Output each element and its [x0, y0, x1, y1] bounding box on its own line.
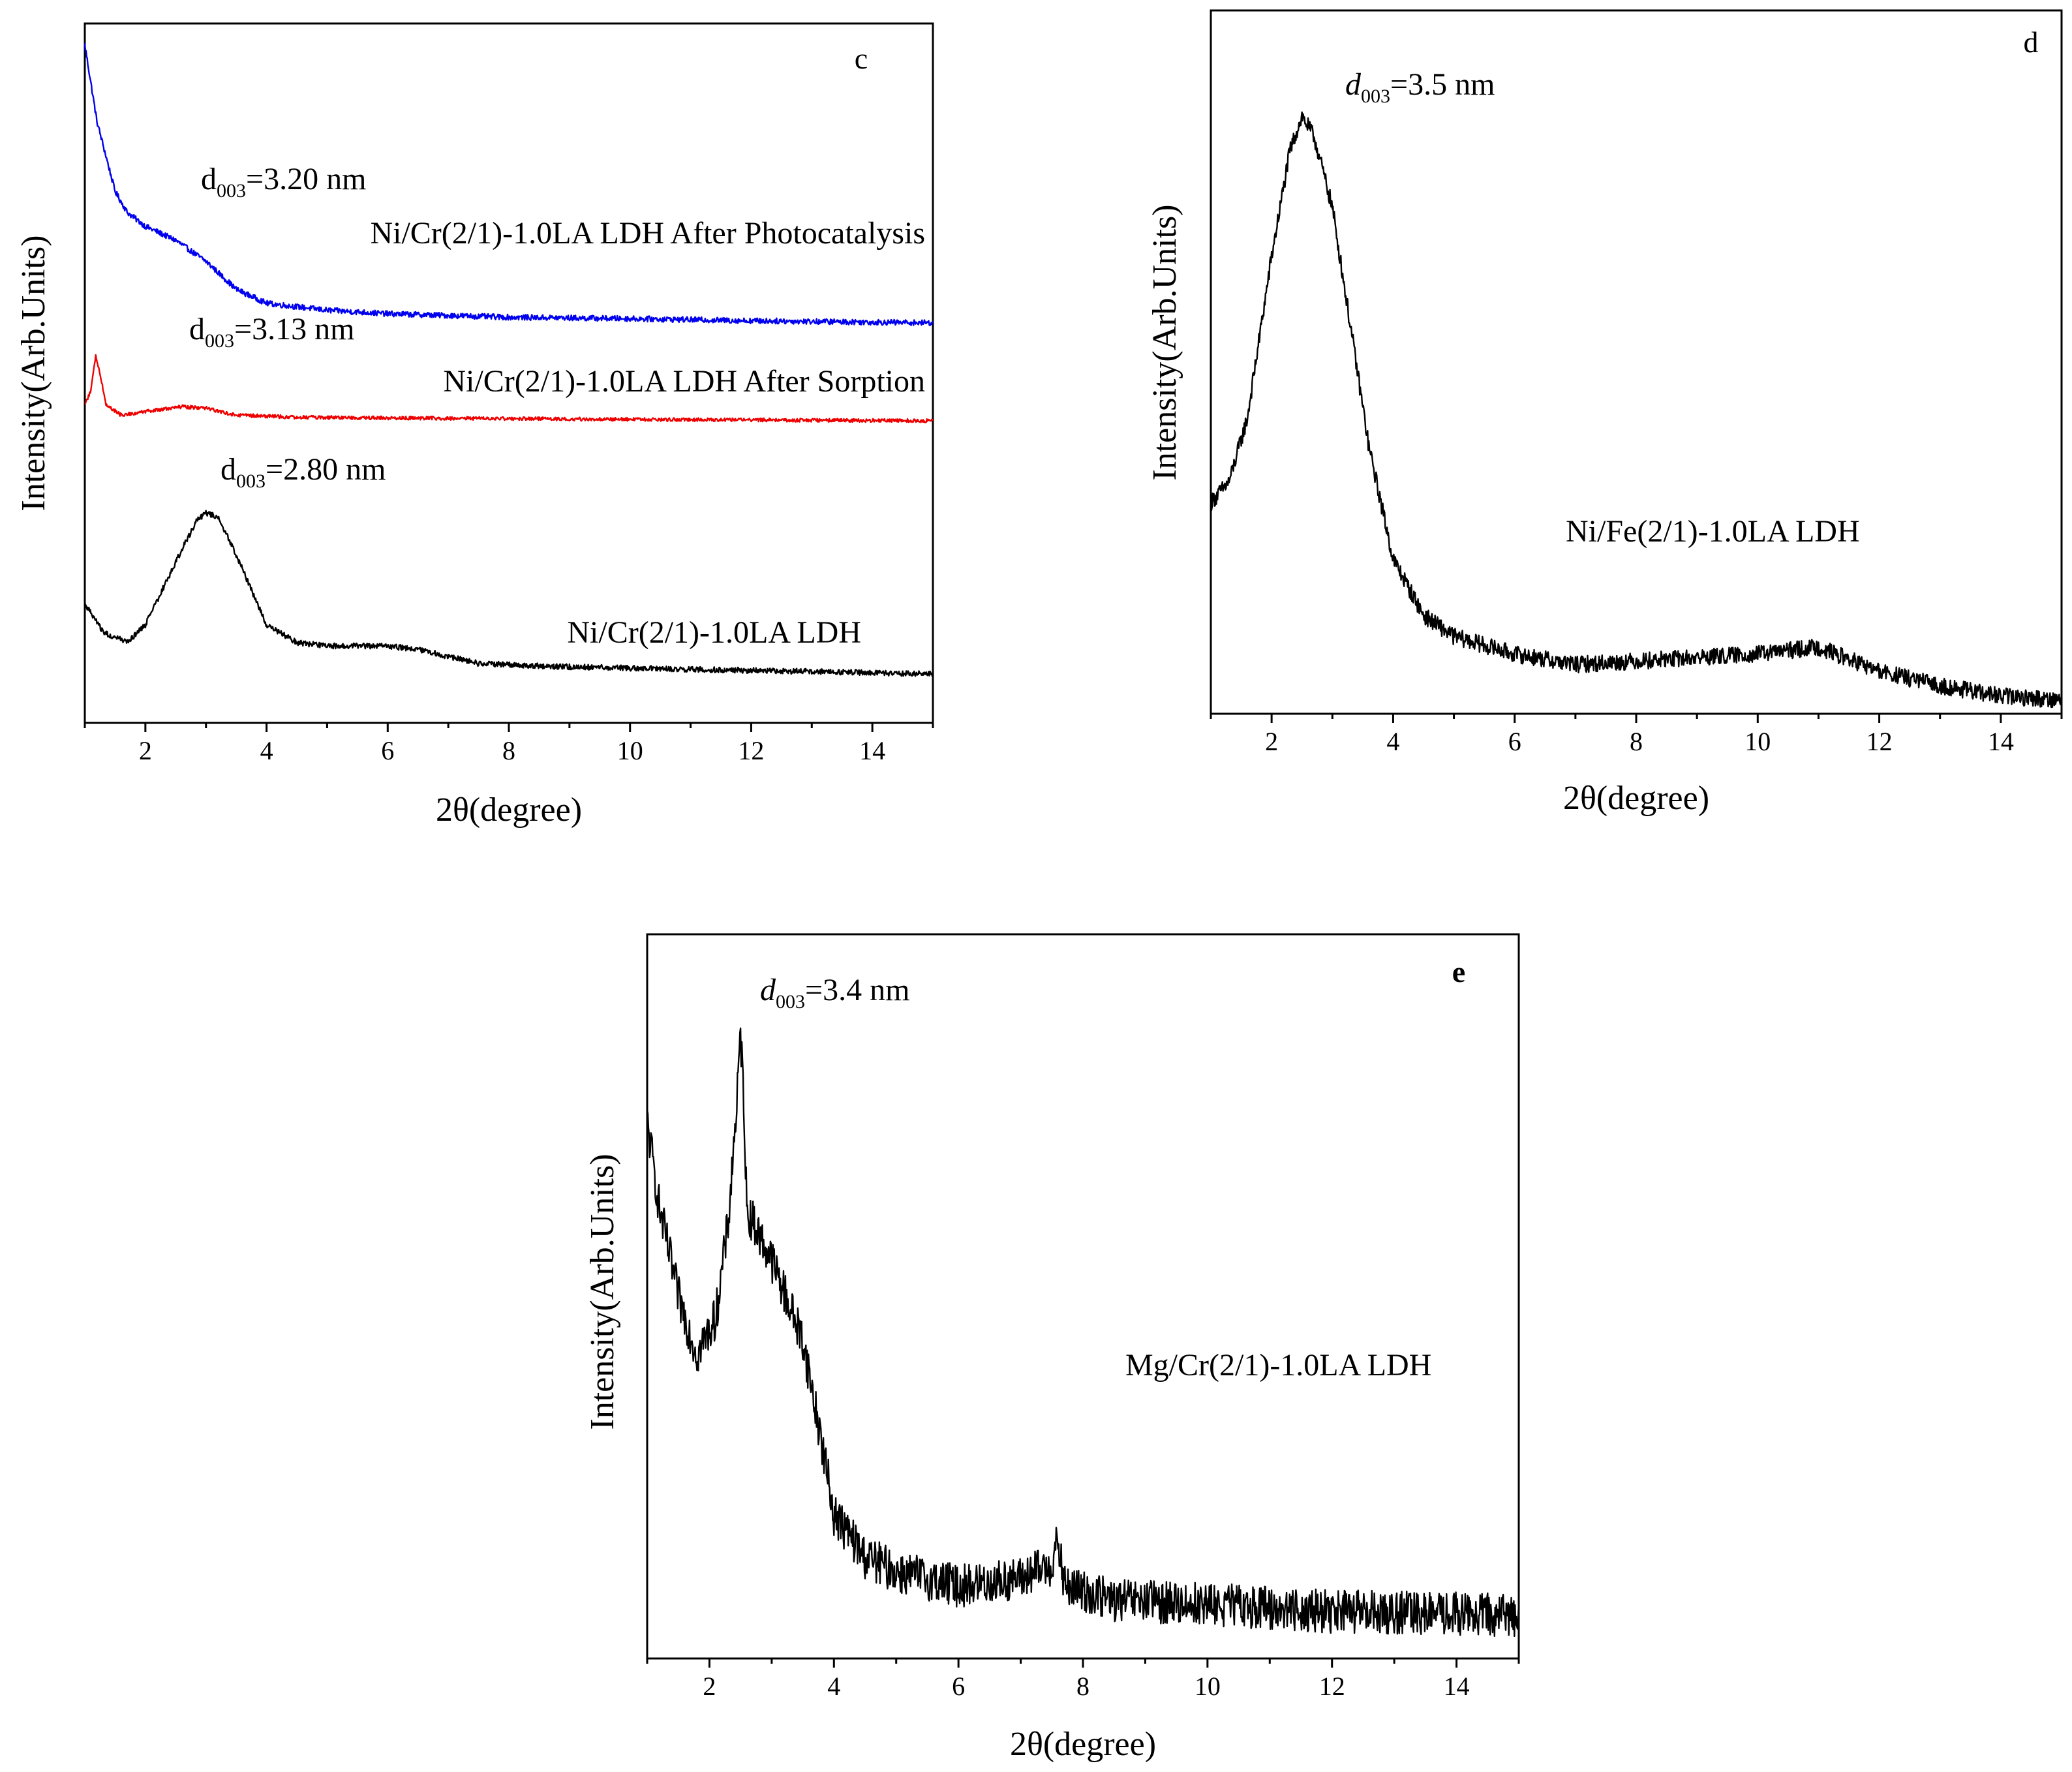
y-axis-title: Intensity(Arb.Units) — [584, 1153, 621, 1429]
d-spacing-label-sorption: d003=3.13 nm — [189, 312, 354, 352]
series-label-sorption: Ni/Cr(2/1)-1.0LA LDH After Sorption — [443, 364, 925, 399]
series-label: Ni/Fe(2/1)-1.0LA LDH — [1566, 514, 1860, 549]
series-label: Mg/Cr(2/1)-1.0LA LDH — [1125, 1348, 1431, 1382]
chart-panel-c: 2 4 6 8 10 12 14 c 2θ(degree) Intensity(Arb.Un… — [15, 22, 934, 829]
x-tick-label: 10 — [1744, 727, 1771, 756]
panel-letter: e — [1452, 955, 1465, 988]
chart-panel-e: 2 4 6 8 10 12 14 e 2θ(degree) Intensity(Arb.Un… — [584, 933, 1520, 1763]
series-line — [84, 354, 934, 423]
d-spacing-label: d003=3.5 nm — [1345, 67, 1495, 107]
d-spacing-label-pristine: d003=2.80 nm — [221, 452, 386, 492]
x-axis-title: 2θ(degree) — [1563, 780, 1709, 817]
x-axis-ticks: 2 4 6 8 10 12 14 — [646, 1658, 1520, 1701]
series-line — [84, 43, 934, 326]
series-line — [84, 510, 934, 677]
x-tick-label: 14 — [1988, 727, 2014, 756]
x-tick-label: 10 — [1195, 1672, 1221, 1701]
chart-panel-d: 2 4 6 8 10 12 14 d 2θ(degree) Intensity(Arb.Un… — [1146, 9, 2063, 817]
series-label-photocatalysis: Ni/Cr(2/1)-1.0LA LDH After Photocatalysi… — [370, 216, 925, 251]
panel-letter: c — [855, 42, 868, 75]
d-spacing-label: d003=3.4 nm — [760, 973, 909, 1013]
x-tick-label: 6 — [952, 1672, 965, 1701]
y-axis-title: Intensity(Arb.Units) — [15, 235, 52, 511]
x-tick-label: 2 — [703, 1672, 716, 1701]
data-curves — [84, 43, 934, 677]
series-label-pristine: Ni/Cr(2/1)-1.0LA LDH — [567, 615, 861, 650]
data-curves — [1210, 111, 2063, 709]
x-tick-label: 8 — [1076, 1672, 1089, 1701]
series-line — [646, 1027, 1520, 1638]
d-spacing-label-photocatalysis: d003=3.20 nm — [201, 162, 366, 202]
x-tick-label: 6 — [1508, 727, 1521, 756]
x-tick-label: 4 — [827, 1672, 840, 1701]
x-tick-label: 4 — [1386, 727, 1399, 756]
x-tick-label: 6 — [381, 736, 394, 765]
x-tick-label: 14 — [1444, 1672, 1470, 1701]
x-tick-label: 2 — [1265, 727, 1278, 756]
x-axis-ticks: 2 4 6 8 10 12 14 — [1210, 714, 2063, 756]
x-tick-label: 8 — [1630, 727, 1643, 756]
x-tick-label: 14 — [859, 736, 885, 765]
panel-letter: d — [2024, 25, 2039, 59]
series-line — [1210, 111, 2063, 709]
x-tick-label: 12 — [1319, 1672, 1345, 1701]
x-tick-label: 4 — [260, 736, 273, 765]
plot-frame — [646, 933, 1520, 1660]
x-tick-label: 12 — [738, 736, 764, 765]
y-axis-title: Intensity(Arb.Units) — [1146, 204, 1183, 480]
plot-frame — [1210, 9, 2063, 715]
x-axis-title: 2θ(degree) — [1010, 1726, 1156, 1763]
x-tick-label: 12 — [1866, 727, 1893, 756]
x-tick-label: 10 — [617, 736, 643, 765]
x-axis-title: 2θ(degree) — [436, 791, 582, 829]
x-tick-label: 8 — [502, 736, 515, 765]
data-curves — [646, 1027, 1520, 1638]
x-tick-label: 2 — [139, 736, 152, 765]
x-axis-ticks: 2 4 6 8 10 12 14 — [84, 723, 934, 765]
